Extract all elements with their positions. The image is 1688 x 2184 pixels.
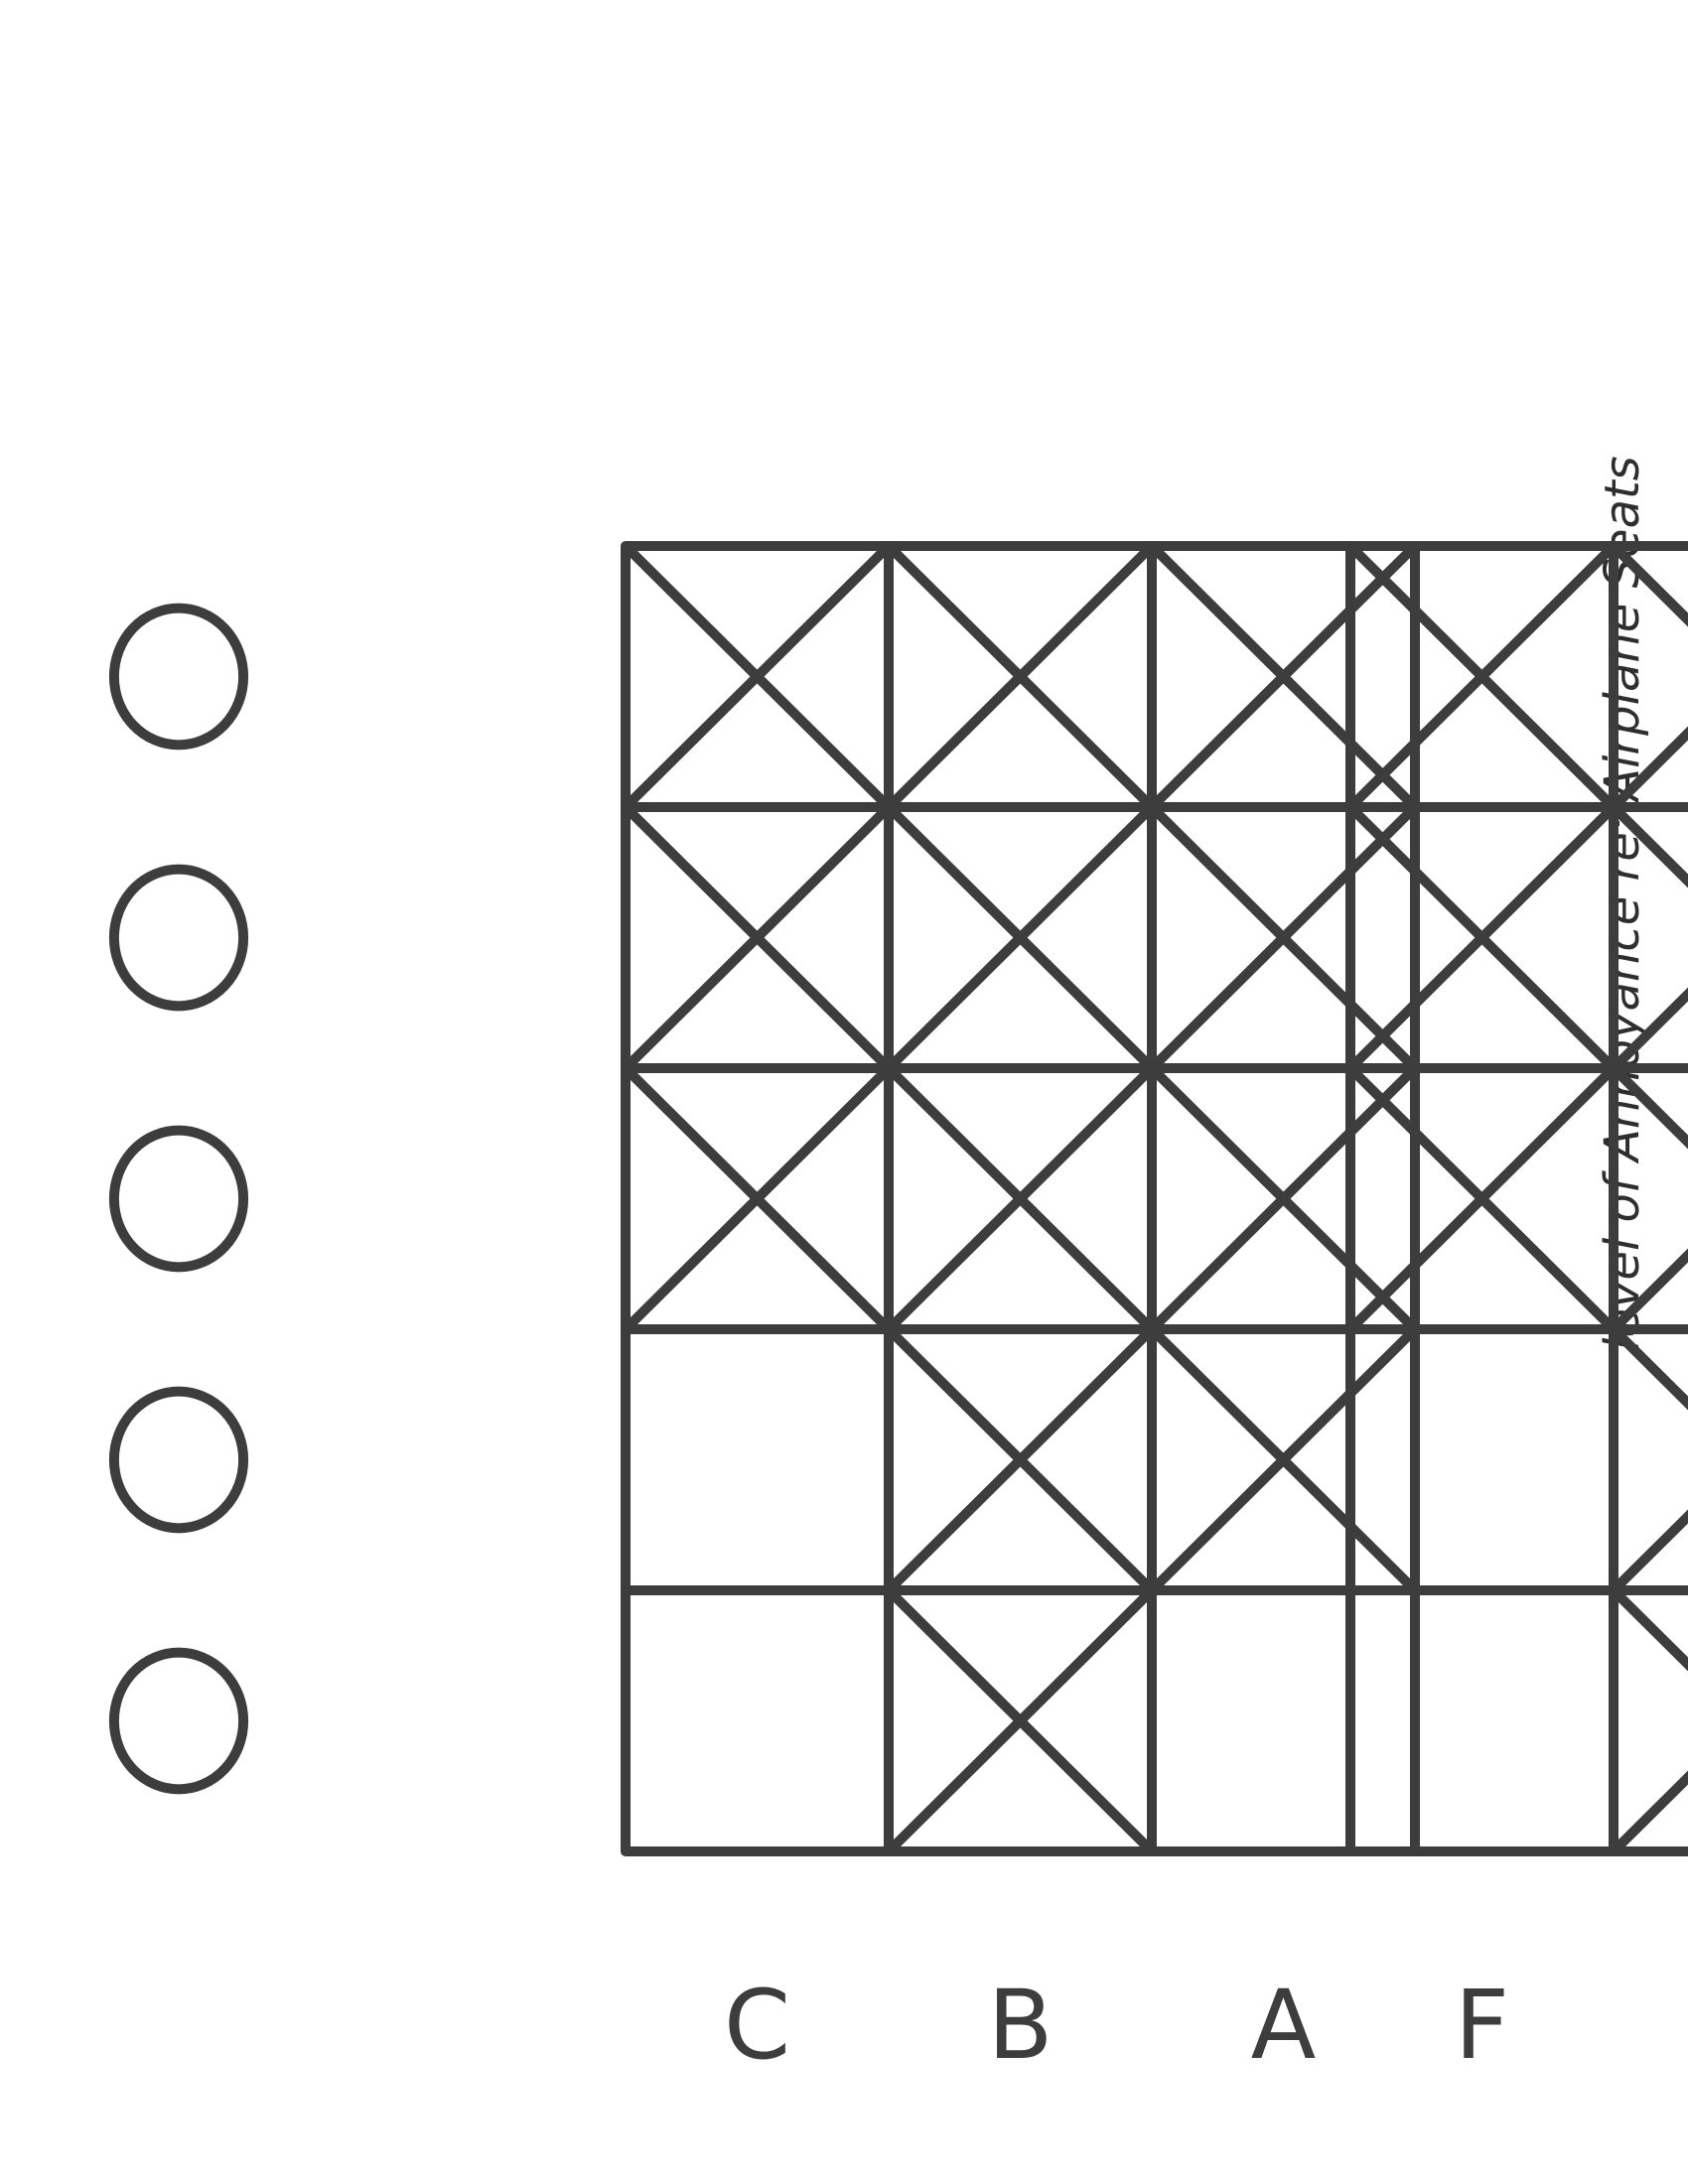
cross-mark-stroke-b [1615, 1069, 1688, 1328]
cross-mark-stroke-b [1153, 1330, 1414, 1589]
cross-mark-stroke-b [1615, 1330, 1688, 1589]
seat-cell-outline [621, 1585, 894, 1856]
seat-b-row-2 [884, 1324, 1157, 1595]
seat-b-row-1 [884, 1585, 1157, 1856]
row-marker-circle-2 [108, 1386, 249, 1534]
row-marker-circle-1 [108, 1647, 249, 1795]
seat-c-row-1 [621, 1585, 894, 1856]
seat-label-f: F [1455, 1970, 1509, 2081]
seat-a-row-3 [1147, 1063, 1420, 1334]
cross-mark-stroke-b [890, 808, 1151, 1067]
cross-mark-stroke-b [890, 1069, 1151, 1328]
cross-mark-stroke-a [1615, 547, 1688, 806]
seat-label-c: C [724, 1970, 790, 2081]
seat-cell-outline [621, 1324, 894, 1595]
cross-mark-stroke-b [1615, 808, 1688, 1067]
row-marker-circle-4 [108, 864, 249, 1012]
cross-mark-stroke-a [1615, 1591, 1688, 1850]
seat-f-row-3 [1345, 1063, 1618, 1334]
seat-b-row-5 [884, 541, 1157, 812]
cross-mark-stroke-b [890, 1330, 1151, 1589]
seat-b-row-3 [884, 1063, 1157, 1334]
seat-c-row-3 [621, 1063, 894, 1334]
cross-mark-stroke-b [1351, 1069, 1613, 1328]
seat-cell-outline [1345, 541, 1618, 812]
seat-cell-outline [621, 541, 894, 812]
seat-e-row-1 [1609, 1585, 1688, 1856]
cross-mark-stroke-b [1615, 1591, 1688, 1850]
right-block: DEF [1345, 541, 1688, 2081]
diagram-title: level of Annoyance re: Airplane Seats [1595, 456, 1650, 1351]
cross-mark-stroke-b [1351, 808, 1613, 1067]
cross-mark-stroke-a [1615, 1330, 1688, 1589]
cross-mark-stroke-a [1615, 1069, 1688, 1328]
seat-c-row-2 [621, 1324, 894, 1595]
seat-f-row-5 [1345, 541, 1618, 812]
seat-f-row-1 [1345, 1585, 1618, 1856]
cross-mark-stroke-b [890, 547, 1151, 806]
cross-mark-stroke-b [627, 1069, 888, 1328]
seat-a-row-2 [1147, 1324, 1420, 1595]
seat-a-row-1 [1147, 1585, 1420, 1856]
seat-c-row-4 [621, 802, 894, 1073]
row-marker-circle-5 [108, 603, 249, 751]
title: level of Annoyance re: Airplane Seats [1595, 456, 1650, 1351]
cross-mark-stroke-b [627, 547, 888, 806]
seat-a-row-4 [1147, 802, 1420, 1073]
seat-a-row-5 [1147, 541, 1420, 812]
cross-mark-stroke-b [627, 808, 888, 1067]
seat-cell-outline [1345, 1324, 1618, 1595]
seat-blocks: A B C DEF [621, 541, 1688, 2081]
seat-label-a: A [1251, 1970, 1317, 2081]
cross-mark-stroke-a [1615, 808, 1688, 1067]
seat-e-row-2 [1609, 1324, 1688, 1595]
cross-mark-stroke-b [1153, 547, 1414, 806]
seat-f-row-2 [1345, 1324, 1618, 1595]
seat-label-b: B [988, 1970, 1054, 2081]
seat-f-row-4 [1345, 802, 1618, 1073]
cross-mark-stroke-b [890, 1591, 1151, 1850]
seat-cell-outline [1345, 1585, 1618, 1856]
rotated-canvas: level of Annoyance re: Airplane Seats A B… [108, 456, 1688, 2081]
left-block: A B C [621, 541, 1420, 2081]
cross-mark-stroke-b [1615, 547, 1688, 806]
seat-b-row-4 [884, 802, 1157, 1073]
cross-mark-stroke-b [1351, 547, 1613, 806]
row-marker-circle-3 [108, 1125, 249, 1273]
seat-cell-outline [1147, 1585, 1420, 1856]
cross-mark-stroke-b [1153, 808, 1414, 1067]
row-markers [108, 603, 249, 1795]
cross-mark-stroke-b [1153, 1069, 1414, 1328]
seat-c-row-5 [621, 541, 894, 812]
